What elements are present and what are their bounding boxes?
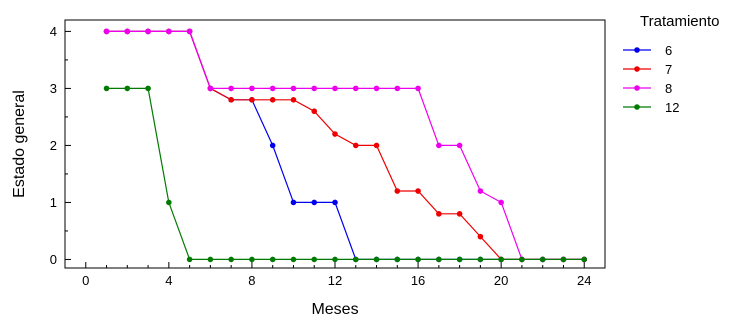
data-point [415,256,421,263]
legend-marker [634,104,640,110]
data-point [560,256,567,263]
data-point [124,28,131,35]
data-point [352,256,359,263]
y-tick-label: 0 [50,252,57,267]
y-tick-label: 4 [50,24,57,39]
y-axis: 0 1 2 3 4 [50,24,71,267]
data-point [290,199,297,206]
data-point [332,256,338,263]
y-tick-label: 1 [50,195,57,210]
x-axis-title: Meses [311,301,358,318]
legend-item: 7 [623,62,672,77]
legend-item: 12 [623,100,679,115]
legend-marker [634,66,640,72]
data-point [166,199,172,206]
data-point [539,256,546,263]
y-tick-label: 3 [50,81,57,96]
x-tick-label: 8 [248,273,255,288]
series-12 [103,85,588,263]
data-point [373,142,380,149]
data-point [249,97,255,103]
data-point [477,188,484,194]
data-point [311,85,318,92]
data-point [228,85,234,92]
data-point [249,256,255,263]
data-point [103,85,110,92]
legend-marker [634,85,640,91]
x-tick-label: 4 [165,273,172,288]
data-point [498,256,504,263]
data-point [436,256,442,263]
data-point [228,97,234,103]
y-axis-title: Estado general [11,90,28,198]
legend-label: 8 [665,81,672,96]
x-tick-label: 0 [82,273,89,288]
data-point [436,142,442,149]
plot-area [103,28,588,263]
legend-label: 7 [665,62,672,77]
legend-item: 8 [623,81,672,96]
data-point [332,85,338,92]
data-point [269,97,276,103]
series-line [106,30,585,260]
data-point [477,233,484,240]
x-axis: 0 4 8 12 16 20 24 [82,262,591,288]
data-point [290,85,297,92]
legend-title: Tratamiento [640,13,719,30]
data-point [352,85,359,92]
data-point [415,85,421,92]
x-tick-label: 12 [328,273,342,288]
x-tick-label: 16 [411,273,425,288]
data-point [207,85,214,92]
data-point [145,85,151,92]
data-point [456,256,463,263]
legend: 6 7 8 12 [623,43,679,115]
data-point [456,211,463,217]
data-point [290,256,297,263]
x-tick-label: 20 [494,273,508,288]
legend-marker [634,47,640,53]
data-point [269,85,276,92]
data-point [373,85,380,92]
data-point [207,256,214,263]
legend-label: 12 [665,100,679,115]
y-tick-label: 2 [50,138,57,153]
data-point [332,131,338,137]
data-point [394,85,401,92]
data-point [477,256,484,263]
data-point [415,188,421,194]
data-point [352,142,359,149]
data-point [145,28,151,35]
data-point [436,211,442,217]
data-point [290,97,297,103]
data-point [581,256,588,263]
data-point [311,256,318,263]
data-point [394,188,401,194]
data-point [456,142,463,149]
data-point [269,256,276,263]
legend-item: 6 [623,43,672,58]
data-point [228,256,234,263]
x-tick-label: 24 [577,273,591,288]
series-line [106,87,585,260]
data-point [249,85,255,92]
data-point [498,199,504,206]
legend-label: 6 [665,43,672,58]
data-point [332,199,338,206]
data-point [519,256,525,263]
data-point [186,28,193,35]
data-point [124,85,131,92]
data-point [311,199,318,206]
data-point [103,28,110,35]
data-point [166,28,172,35]
data-point [373,256,380,263]
data-point [186,256,193,263]
plot-frame [64,19,606,269]
data-point [394,256,401,263]
data-point [269,142,276,149]
data-point [311,108,318,115]
